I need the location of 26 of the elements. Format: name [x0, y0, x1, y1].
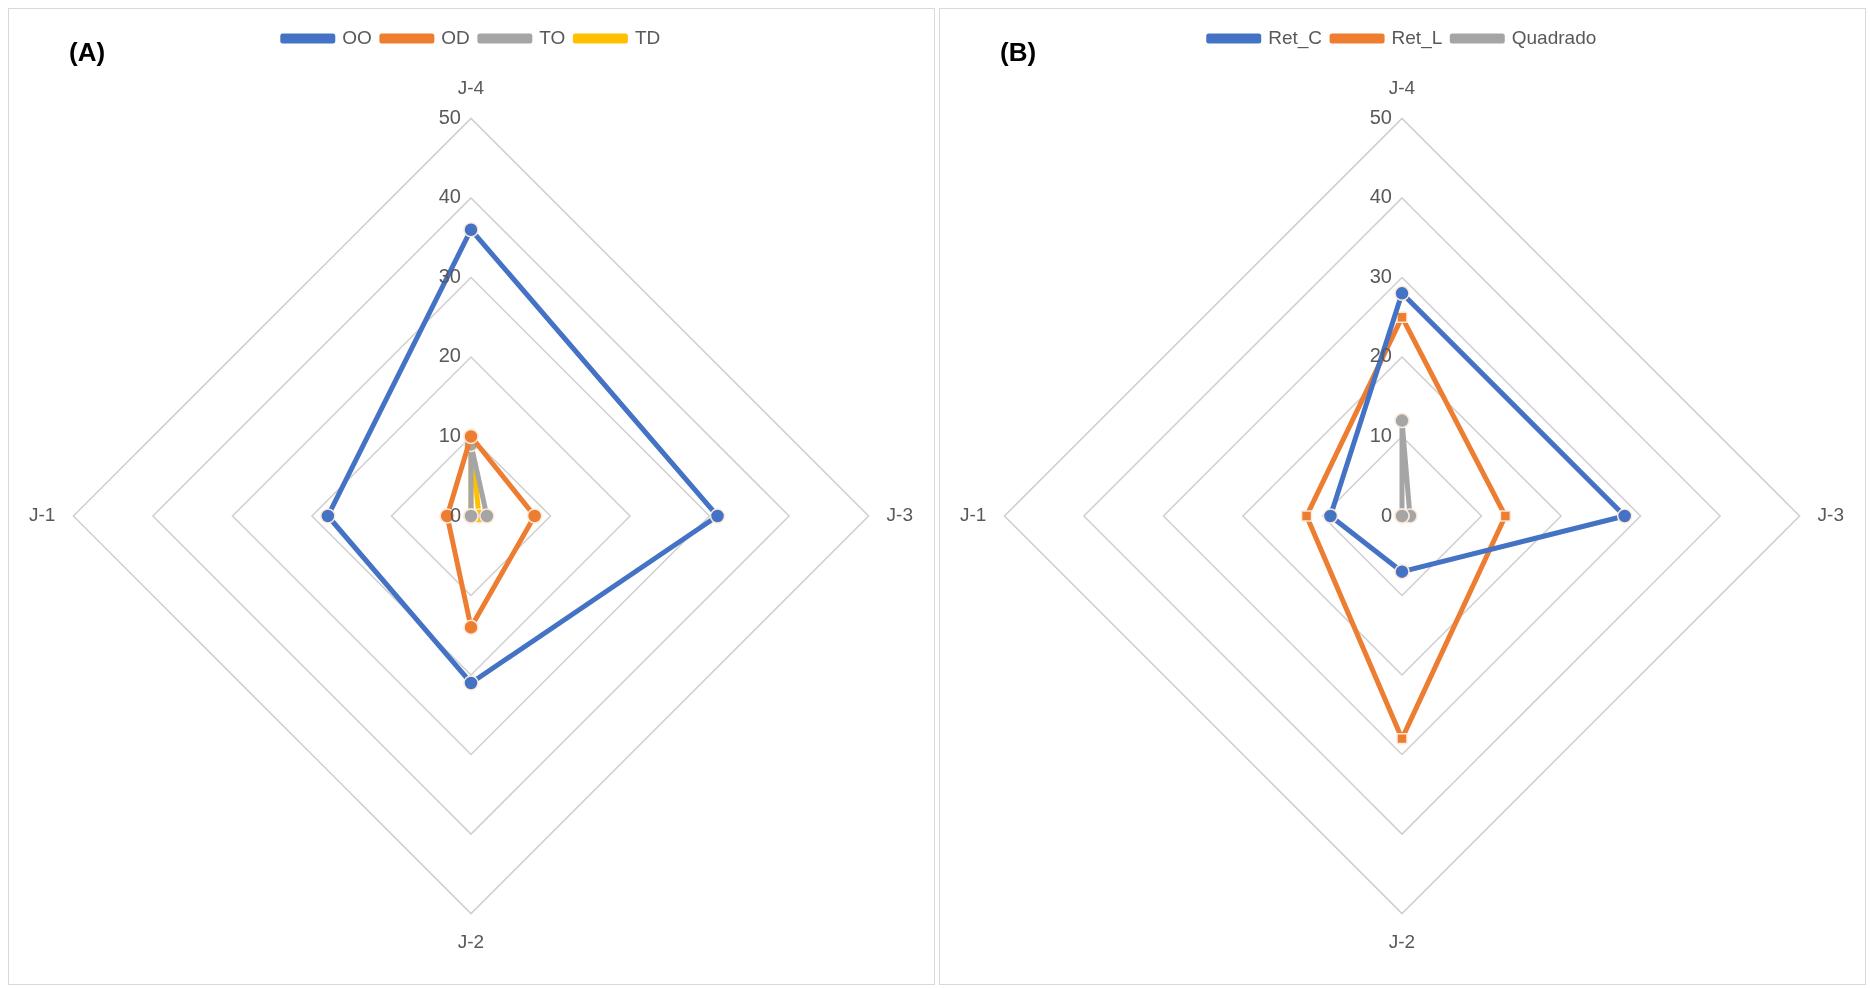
- spoke-label: J-4: [1388, 77, 1416, 99]
- y-tick-label: 30: [1369, 264, 1392, 287]
- legend-label: Quadrado: [1511, 26, 1597, 48]
- y-tick-label: 10: [1369, 423, 1392, 446]
- spoke-label: J-3: [886, 504, 914, 526]
- spoke-label: J-3: [1817, 504, 1845, 526]
- y-tick-label: 50: [1369, 105, 1392, 128]
- legend-label: Ret_C: [1268, 26, 1323, 49]
- spoke-label: J-4: [457, 77, 485, 99]
- spoke-label: J-2: [457, 931, 485, 953]
- legend-label: TO: [539, 26, 566, 48]
- y-tick-label: 20: [438, 344, 461, 367]
- spoke-label: J-2: [1388, 931, 1416, 953]
- spoke-label: J-1: [959, 504, 987, 526]
- y-tick-label: 0: [1380, 503, 1392, 526]
- chart-title: (A): [69, 37, 106, 68]
- y-tick-label: 50: [438, 105, 461, 128]
- y-tick-label: 10: [438, 423, 461, 446]
- chart-title: (B): [1000, 37, 1037, 68]
- legend-label: OO: [342, 26, 372, 48]
- y-tick-label: 40: [1369, 185, 1392, 208]
- spoke-label: J-1: [28, 504, 56, 526]
- legend-label: OD: [441, 26, 470, 48]
- legend-label: TD: [634, 26, 661, 48]
- y-tick-label: 40: [438, 185, 461, 208]
- legend-label: Ret_L: [1391, 26, 1443, 49]
